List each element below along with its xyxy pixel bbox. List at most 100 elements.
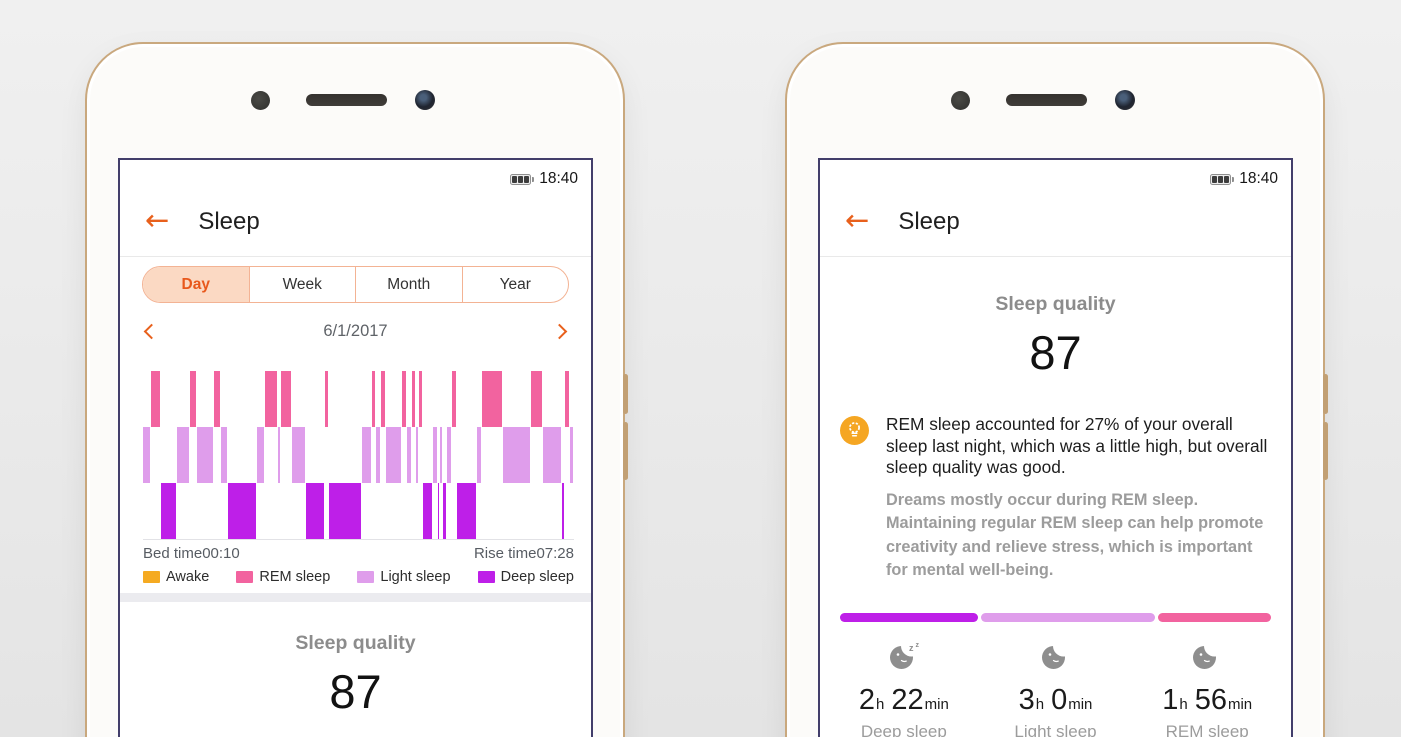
stat-rem-sleep: 1h 56min REM sleep <box>1131 640 1283 737</box>
stat-value: 2h 22min <box>828 684 980 717</box>
rise-time: Rise time07:28 <box>474 545 574 562</box>
chart-segment-light <box>503 371 531 539</box>
legend-swatch-light <box>357 571 375 583</box>
tip-summary: REM sleep accounted for 27% of your over… <box>886 414 1268 477</box>
chart-segment-deep <box>160 371 178 539</box>
stat-light-sleep: 3h 0min Light sleep <box>980 640 1132 737</box>
tab-month[interactable]: Month <box>355 267 462 302</box>
right-app-screen: 18:40 ← Sleep Sleep quality 87 <box>818 158 1293 737</box>
phone-right-body: 18:40 ← Sleep Sleep quality 87 <box>785 42 1328 737</box>
chart-segment-rem <box>264 371 279 539</box>
bed-time-label: Bed time <box>143 545 203 562</box>
composition-segment-deep <box>840 612 978 622</box>
page-title: Sleep <box>898 208 960 235</box>
proximity-sensor-icon <box>251 91 270 110</box>
stat-minutes: 22 <box>891 683 924 716</box>
stat-minutes: 56 <box>1194 683 1227 716</box>
tab-day[interactable]: Day <box>143 267 249 302</box>
chart-segment-light <box>569 371 575 539</box>
app-header: ← Sleep <box>120 188 591 257</box>
phone-left-body: 18:40 ← Sleep Day Week Month Year 6/1/2017 … <box>85 42 628 737</box>
stat-label: REM sleep <box>1165 721 1249 737</box>
bed-time: Bed time00:10 <box>143 545 240 562</box>
tab-week[interactable]: Week <box>248 267 356 302</box>
chart-segment-deep <box>562 371 565 539</box>
stat-hours: 3 <box>1018 683 1035 716</box>
sleep-quality-title: Sleep quality <box>995 293 1116 315</box>
chart-segment-light <box>220 371 229 539</box>
battery-icon <box>1210 173 1235 185</box>
legend-item-light: Light sleep <box>357 569 451 585</box>
chart-segment-rem <box>452 371 457 539</box>
legend-swatch-deep <box>477 571 495 583</box>
chart-segment-deep <box>329 371 362 539</box>
chart-segment-light <box>543 371 563 539</box>
stat-label: Deep sleep <box>860 721 947 737</box>
legend-label: Light sleep <box>380 569 451 585</box>
chevron-right-icon[interactable] <box>551 323 568 339</box>
chart-segment-rem <box>411 371 417 539</box>
chart-segment-light <box>406 371 412 539</box>
status-bar: 18:40 <box>820 160 1291 188</box>
chart-segment-deep <box>305 371 326 539</box>
chart-segment-light <box>362 371 372 539</box>
stat-minutes: 0 <box>1051 683 1068 716</box>
chart-segment-light <box>376 371 381 539</box>
chart-segment-light <box>433 371 438 539</box>
rise-time-value: 07:28 <box>536 545 574 562</box>
chevron-left-icon[interactable] <box>143 323 160 339</box>
section-divider <box>120 593 591 602</box>
chart-segment-rem <box>418 371 424 539</box>
status-time: 18:40 <box>1239 170 1278 187</box>
chart-segment-rem <box>402 371 407 539</box>
sleep-tip: REM sleep accounted for 27% of your over… <box>840 414 1271 583</box>
chart-segment-light <box>196 371 214 539</box>
chart-segment-rem <box>530 371 544 539</box>
legend-item-awake: Awake <box>143 569 209 585</box>
legend-item-deep: Deep sleep <box>477 569 574 585</box>
chart-legend: Awake REM sleep Light sleep Deep sleep <box>143 569 574 585</box>
svg-text:z: z <box>909 643 914 653</box>
front-camera <box>1115 90 1135 110</box>
tip-note: Dreams mostly occur during REM sleep. Ma… <box>886 490 1264 580</box>
chart-segment-rem <box>151 371 161 539</box>
stat-hours: 2 <box>858 683 876 716</box>
stat-deep-sleep: z z 2h 22min Deep sleep <box>828 640 980 737</box>
chart-segment-light <box>439 371 444 539</box>
chart-segment-light <box>292 371 306 539</box>
stat-hours-unit: h <box>876 695 885 713</box>
chart-segment-deep <box>423 371 434 539</box>
chart-segment-deep <box>437 371 440 539</box>
power-button <box>1323 422 1328 480</box>
chart-segment-deep <box>456 371 477 539</box>
power-button <box>623 422 628 480</box>
stat-minutes-unit: min <box>1068 695 1093 713</box>
sleep-times: Bed time00:10 Rise time07:28 <box>143 539 574 562</box>
composition-segment-light <box>980 612 1156 622</box>
sleep-quality-section: Sleep quality 87 <box>820 257 1291 380</box>
back-arrow-icon[interactable]: ← <box>845 203 870 237</box>
chart-segment-rem <box>190 371 197 539</box>
chart-segment-light <box>177 371 191 539</box>
tab-year[interactable]: Year <box>461 267 569 302</box>
tab-bar: Day Week Month Year <box>142 266 569 303</box>
volume-button <box>1323 374 1328 414</box>
front-camera <box>415 90 435 110</box>
stat-hours-unit: h <box>1035 695 1045 713</box>
chart-segment-rem <box>564 371 570 539</box>
stat-minutes-unit: min <box>924 695 949 713</box>
status-bar: 18:40 <box>120 160 591 188</box>
stat-label: Light sleep <box>1014 721 1097 737</box>
chart-segment-light <box>385 371 403 539</box>
legend-label: Awake <box>166 569 210 585</box>
composition-segment-rem <box>1158 612 1271 622</box>
volume-button <box>623 374 628 414</box>
rise-time-label: Rise time <box>473 545 537 562</box>
app-header: ← Sleep <box>820 188 1291 257</box>
sleep-composition-bar <box>840 612 1271 622</box>
sleep-quality-value: 87 <box>329 665 382 718</box>
svg-text:z: z <box>915 642 919 649</box>
back-arrow-icon[interactable]: ← <box>145 203 170 237</box>
